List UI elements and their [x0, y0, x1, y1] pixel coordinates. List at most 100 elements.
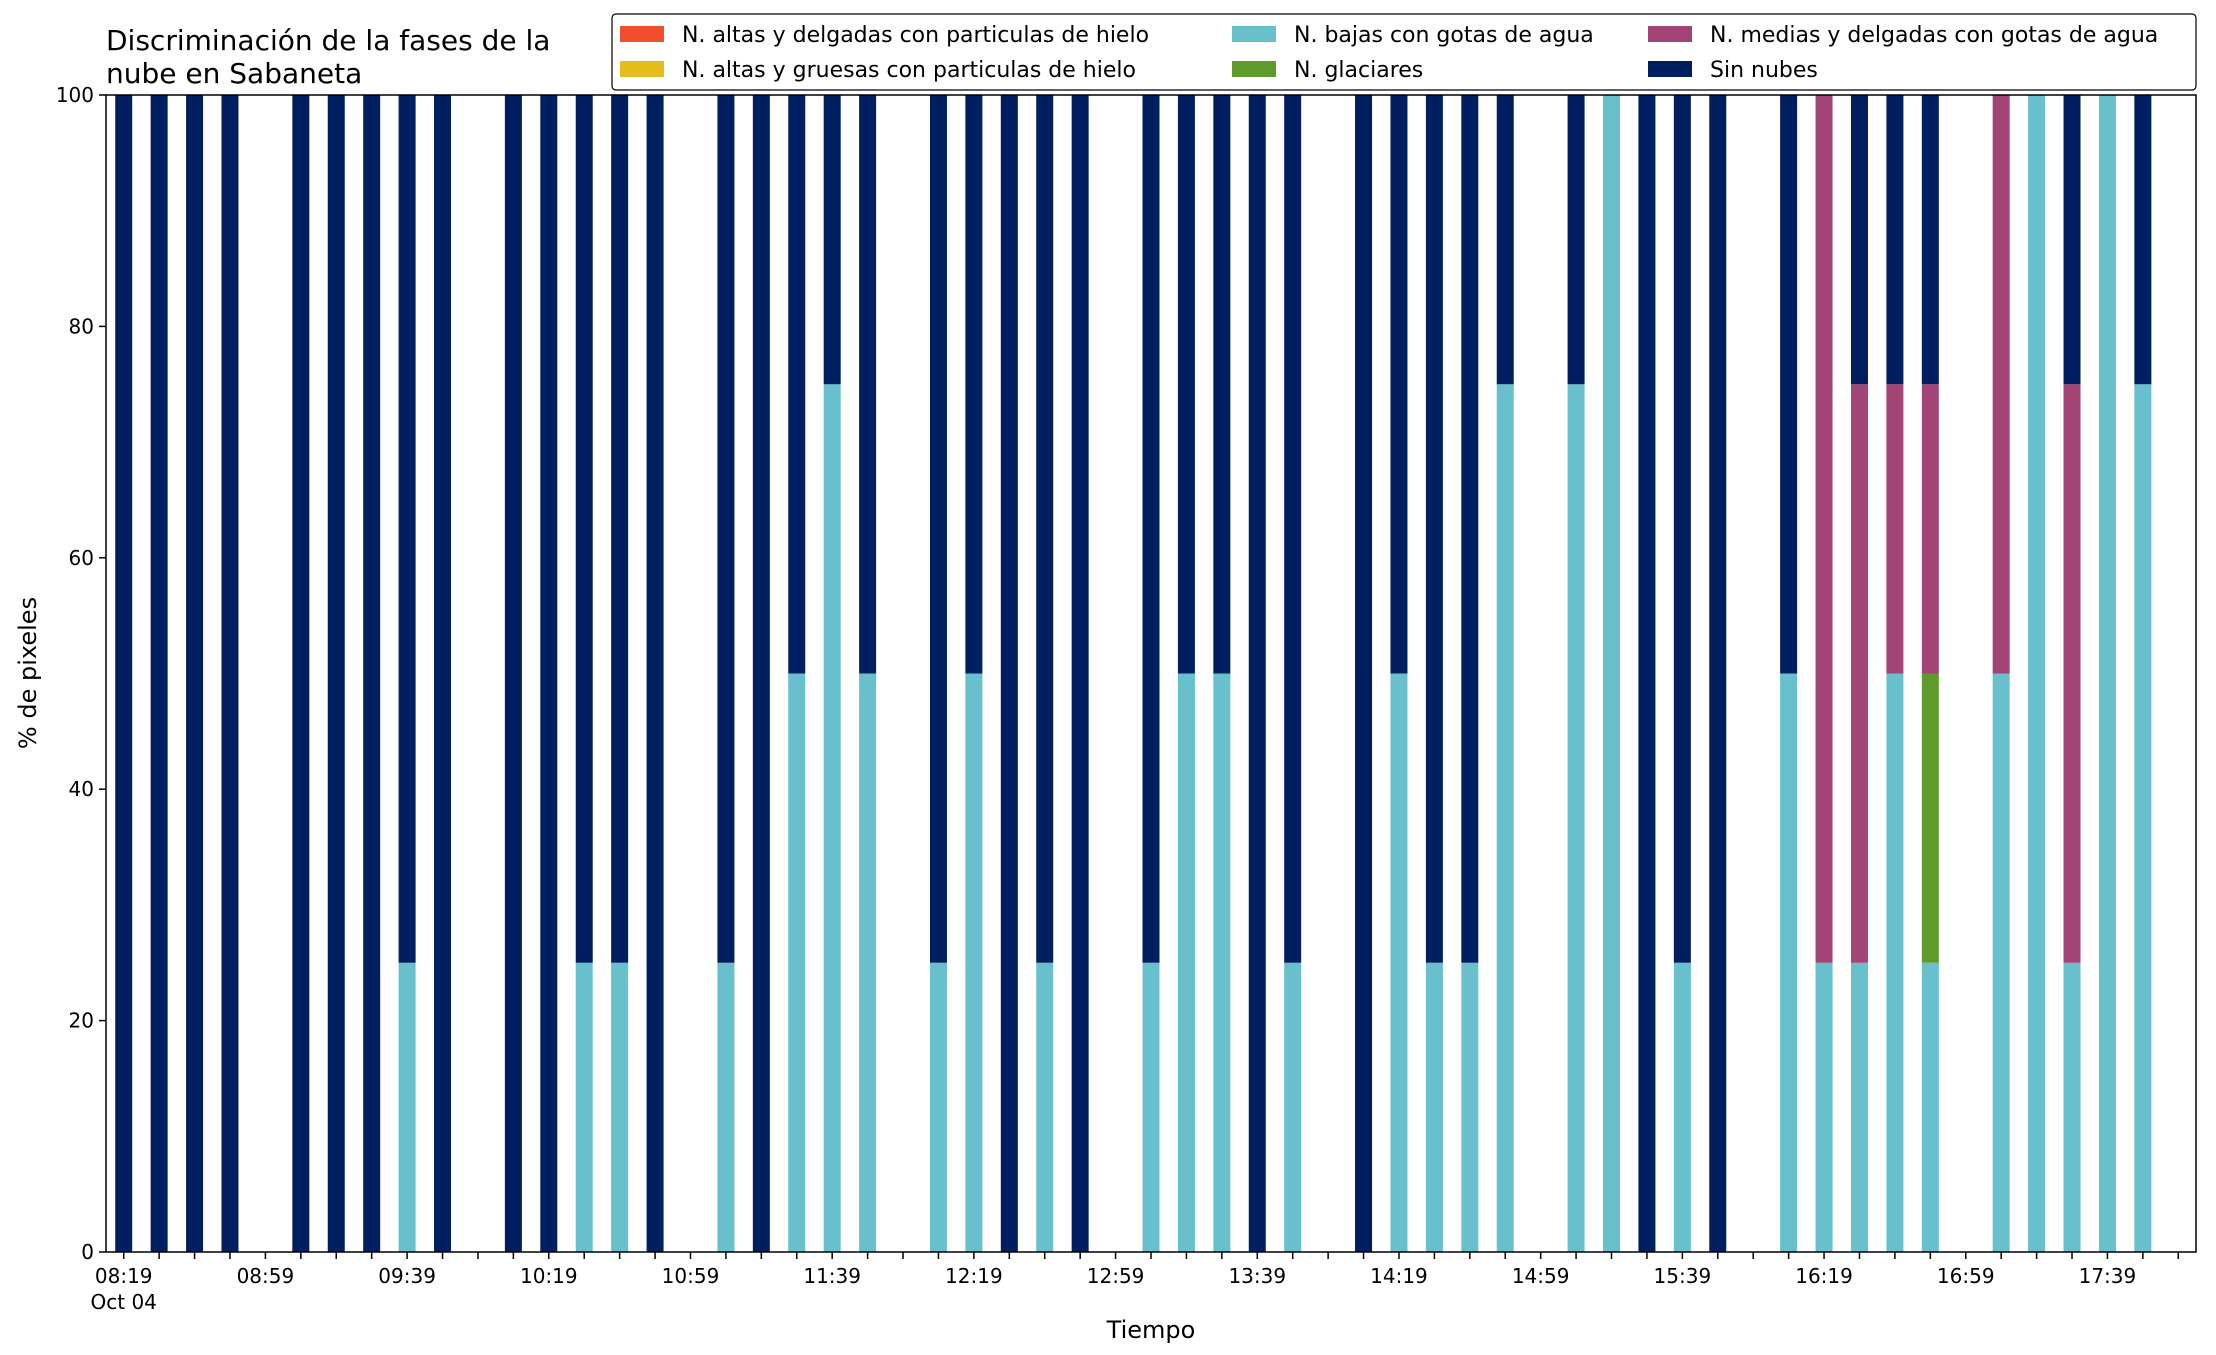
bar-segment-sin_nubes-1339	[1248, 95, 1266, 1252]
x-tick-date-label: Oct 04	[91, 1290, 157, 1314]
legend-label-altas_delgadas: N. altas y delgadas con particulas de hi…	[682, 23, 1149, 48]
bar-segment-sin_nubes-1119	[752, 95, 770, 1252]
x-axis-label: Tiempo	[1106, 1316, 1196, 1344]
bar-segment-medias-1619	[1815, 95, 1833, 963]
bar-segment-sin_nubes-0829	[150, 95, 168, 1252]
bar-segment-bajas-1639	[1886, 673, 1904, 1252]
x-tick-label-1459: 14:59	[1512, 1264, 1570, 1288]
bar-segment-bajas-1739	[2098, 95, 2116, 1252]
y-axis-ticks: 0 20 40 60 80 100	[56, 83, 106, 1264]
x-tick-label-1419: 14:19	[1370, 1264, 1428, 1288]
x-tick-label-1539: 15:39	[1654, 1264, 1712, 1288]
bar-segment-sin_nubes-1529	[1638, 95, 1656, 1252]
bar-segment-sin_nubes-1449	[1496, 95, 1514, 385]
legend-swatch-sin_nubes	[1648, 61, 1692, 77]
bar-segment-sin_nubes-1009	[504, 95, 522, 1252]
bar-segment-sin_nubes-1609	[1780, 95, 1798, 674]
legend-swatch-altas_gruesas	[620, 61, 664, 77]
bar-segment-medias-1629	[1850, 384, 1868, 963]
y-tick-label-60: 60	[69, 546, 94, 570]
x-tick-label-1019: 10:19	[520, 1264, 578, 1288]
bar-segment-bajas-1649	[1921, 962, 1939, 1252]
bars-group	[115, 95, 2152, 1252]
bar-segment-bajas-1029	[575, 962, 593, 1252]
bar-segment-bajas-1329	[1213, 673, 1231, 1252]
plot-frame	[105, 94, 2197, 1253]
x-tick-label-1139: 11:39	[803, 1264, 861, 1288]
bar-segment-bajas-1629	[1850, 962, 1868, 1252]
bar-segment-bajas-1419	[1390, 673, 1408, 1252]
bar-segment-bajas-0939	[398, 962, 416, 1252]
bar-segment-sin_nubes-0939	[398, 95, 416, 963]
bar-segment-bajas-1509	[1567, 384, 1585, 1252]
bar-segment-sin_nubes-1329	[1213, 95, 1231, 674]
legend-label-altas_gruesas: N. altas y gruesas con particulas de hie…	[682, 58, 1136, 83]
x-tick-label-0859: 08:59	[237, 1264, 295, 1288]
bar-segment-bajas-1709	[1992, 673, 2010, 1252]
bar-segment-bajas-1149	[859, 673, 877, 1252]
bar-segment-sin_nubes-1309	[1142, 95, 1160, 963]
bar-segment-sin_nubes-1029	[575, 95, 593, 963]
bar-segment-sin_nubes-0849	[221, 95, 239, 1252]
bar-segment-bajas-1139	[823, 384, 841, 1252]
bar-segment-sin_nubes-1039	[611, 95, 629, 963]
bar-segment-medias-1709	[1992, 95, 2010, 674]
bar-segment-bajas-1349	[1284, 962, 1302, 1252]
bar-segment-sin_nubes-1239	[1036, 95, 1054, 963]
bar-segment-sin_nubes-1539	[1673, 95, 1691, 963]
bar-segment-sin_nubes-1649	[1921, 95, 1939, 385]
bar-segment-sin_nubes-1439	[1461, 95, 1479, 963]
bar-segment-sin_nubes-1049	[646, 95, 664, 1252]
legend-swatch-altas_delgadas	[620, 26, 664, 42]
bar-segment-bajas-1239	[1036, 962, 1054, 1252]
bar-segment-bajas-1109	[717, 962, 735, 1252]
x-tick-label-1219: 12:19	[945, 1264, 1003, 1288]
bar-segment-sin_nubes-1749	[2134, 95, 2152, 385]
bar-segment-medias-1639	[1886, 384, 1904, 674]
chart-title-line-2: nube en Sabaneta	[106, 57, 362, 90]
y-axis-label: % de pixeles	[14, 597, 42, 749]
bar-segment-bajas-1609	[1780, 673, 1798, 1252]
x-tick-label-0819: 08:19	[95, 1264, 153, 1288]
bar-segment-medias-1649	[1921, 384, 1939, 674]
y-tick-label-100: 100	[56, 83, 94, 107]
bar-segment-bajas-1539	[1673, 962, 1691, 1252]
bar-segment-sin_nubes-1319	[1177, 95, 1195, 674]
legend-label-medias: N. medias y delgadas con gotas de agua	[1710, 23, 2158, 48]
bar-segment-bajas-1439	[1461, 962, 1479, 1252]
bar-segment-bajas-1309	[1142, 962, 1160, 1252]
bar-segment-sin_nubes-0949	[434, 95, 452, 1252]
bar-segment-sin_nubes-1209	[929, 95, 947, 963]
legend: N. altas y delgadas con particulas de hi…	[611, 13, 2197, 91]
bar-segment-sin_nubes-1019	[540, 95, 558, 1252]
chart-title-line-1: Discriminación de la fases de la	[106, 24, 550, 57]
bar-segment-sin_nubes-1509	[1567, 95, 1585, 385]
x-tick-label-1739: 17:39	[2079, 1264, 2137, 1288]
bar-segment-sin_nubes-0909	[292, 95, 310, 1252]
legend-label-sin_nubes: Sin nubes	[1710, 58, 1818, 83]
bar-segment-bajas-1129	[788, 673, 806, 1252]
y-tick-label-20: 20	[69, 1009, 94, 1033]
bar-segment-bajas-1619	[1815, 962, 1833, 1252]
x-tick-label-1059: 10:59	[662, 1264, 720, 1288]
legend-swatch-medias	[1648, 26, 1692, 42]
bar-segment-bajas-1039	[611, 962, 629, 1252]
x-tick-label-1659: 16:59	[1937, 1264, 1995, 1288]
x-tick-label-0939: 09:39	[378, 1264, 436, 1288]
bar-segment-sin_nubes-1429	[1425, 95, 1443, 963]
y-tick-label-80: 80	[69, 314, 94, 338]
legend-label-bajas: N. bajas con gotas de agua	[1294, 23, 1594, 48]
y-tick-label-40: 40	[69, 777, 94, 801]
bar-segment-sin_nubes-1139	[823, 95, 841, 385]
bar-segment-bajas-1219	[965, 673, 983, 1252]
legend-frame	[611, 13, 2197, 91]
bar-segment-sin_nubes-0839	[186, 95, 204, 1252]
bar-segment-bajas-1319	[1177, 673, 1195, 1252]
bar-segment-sin_nubes-1219	[965, 95, 983, 674]
bar-segment-bajas-1519	[1603, 95, 1621, 1252]
bar-segment-sin_nubes-1629	[1850, 95, 1868, 385]
bar-segment-sin_nubes-1129	[788, 95, 806, 674]
bar-segment-sin_nubes-1409	[1355, 95, 1373, 1252]
bar-segment-bajas-1429	[1425, 962, 1443, 1252]
bar-segment-bajas-1749	[2134, 384, 2152, 1252]
